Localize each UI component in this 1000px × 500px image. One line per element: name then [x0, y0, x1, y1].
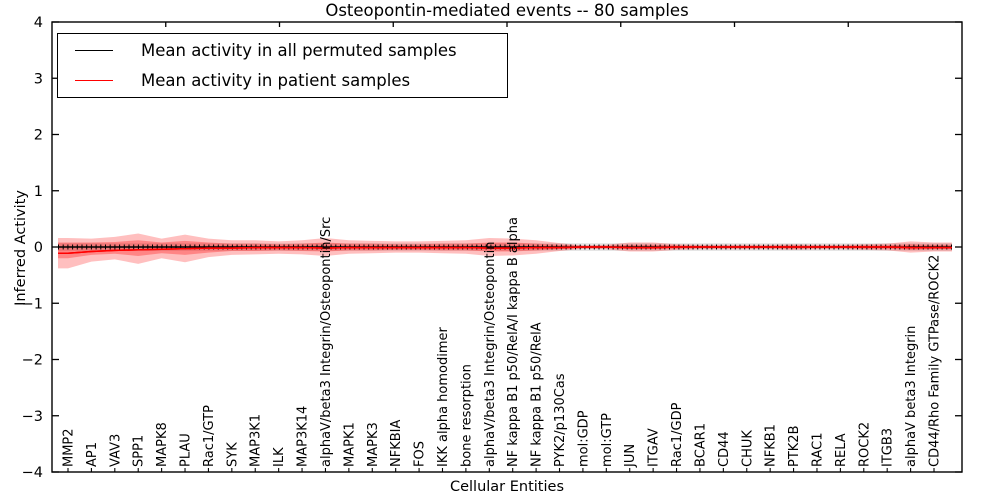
x-tick-label: JUN — [623, 444, 638, 468]
x-tick-label: NF kappa B1 p50/RelA/I kappa B alpha — [506, 217, 521, 467]
x-tick-label: mol:GDP — [576, 410, 591, 467]
x-tick-label: NF kappa B1 p50/RelA — [530, 322, 545, 467]
x-tick-label: ITGB3 — [881, 428, 896, 467]
x-tick-label: MAP3K1 — [249, 414, 264, 467]
x-tick-label: MAPK1 — [342, 422, 357, 467]
x-axis-label: Cellular Entities — [449, 479, 565, 495]
legend-box: Mean activity in all permuted samples Me… — [57, 33, 508, 98]
legend-label-patient: Mean activity in patient samples — [141, 71, 411, 91]
x-tick-label: CD44 — [717, 431, 732, 467]
x-tick-label: SYK — [225, 442, 240, 467]
x-tick-label: NFKB1 — [764, 424, 779, 467]
x-tick-label: AP1 — [85, 442, 100, 467]
x-tick-label: CHUK — [740, 430, 755, 467]
plot-title: Osteopontin-mediated events -- 80 sample… — [325, 1, 689, 20]
x-tick-label: IKK alpha homodimer — [436, 326, 451, 467]
x-tick-label: alphaV/beta3 Integrin/Osteopontin/Src — [319, 217, 334, 467]
x-tick-label: MAPK8 — [155, 422, 170, 467]
x-tick-label: MAPK3 — [366, 422, 381, 467]
y-tick-label: −1 — [22, 296, 43, 312]
y-tick-label: 0 — [34, 240, 43, 256]
legend-label-permuted: Mean activity in all permuted samples — [141, 40, 457, 60]
y-tick-label: −2 — [22, 353, 43, 369]
x-tick-label: alphaV beta3 Integrin — [904, 326, 919, 467]
x-tick-label: mol:GTP — [600, 413, 615, 467]
y-tick-label: 2 — [34, 128, 43, 144]
permuted-line-swatch — [75, 49, 113, 51]
y-tick-label: 4 — [34, 15, 43, 31]
x-tick-label: CD44/Rho Family GTPase/ROCK2 — [928, 255, 943, 467]
patient-line-swatch — [75, 80, 113, 82]
x-tick-label: RAC1 — [810, 432, 825, 467]
y-tick-label: −3 — [22, 409, 43, 425]
x-tick-label: Rac1/GDP — [670, 402, 685, 467]
x-tick-label: BCAR1 — [693, 423, 708, 467]
x-tick-label: ROCK2 — [857, 422, 872, 467]
y-tick-label: −4 — [22, 465, 43, 481]
x-tick-label: Rac1/GTP — [202, 405, 217, 467]
x-tick-label: ILK — [272, 447, 287, 467]
x-tick-label: SPP1 — [132, 435, 147, 467]
x-tick-label: VAV3 — [108, 434, 123, 467]
x-tick-label: FOS — [413, 441, 428, 467]
y-axis-label: Inferred Activity — [13, 190, 29, 306]
x-tick-label: PTK2B — [787, 426, 802, 468]
legend-item-permuted: Mean activity in all permuted samples — [58, 36, 507, 64]
x-tick-label: RELA — [834, 433, 849, 467]
x-tick-label: alphaV/beta3 Integrin/Osteopontin — [483, 242, 498, 467]
x-tick-label: MMP2 — [62, 428, 77, 467]
x-tick-label: PYK2/p130Cas — [553, 373, 568, 467]
x-tick-label: bone resorption — [459, 364, 474, 467]
x-tick-label: PLAU — [179, 433, 194, 467]
patient-mean-line-top — [58, 246, 952, 254]
legend-item-patient: Mean activity in patient samples — [58, 67, 507, 95]
x-tick-label: MAP3K14 — [296, 406, 311, 467]
x-tick-label: ITGAV — [647, 428, 662, 467]
y-tick-label: 3 — [34, 71, 43, 87]
x-tick-label: NFKBIA — [389, 420, 404, 467]
y-tick-label: 1 — [34, 184, 43, 200]
patient-samples-outer-range-band — [58, 233, 952, 269]
